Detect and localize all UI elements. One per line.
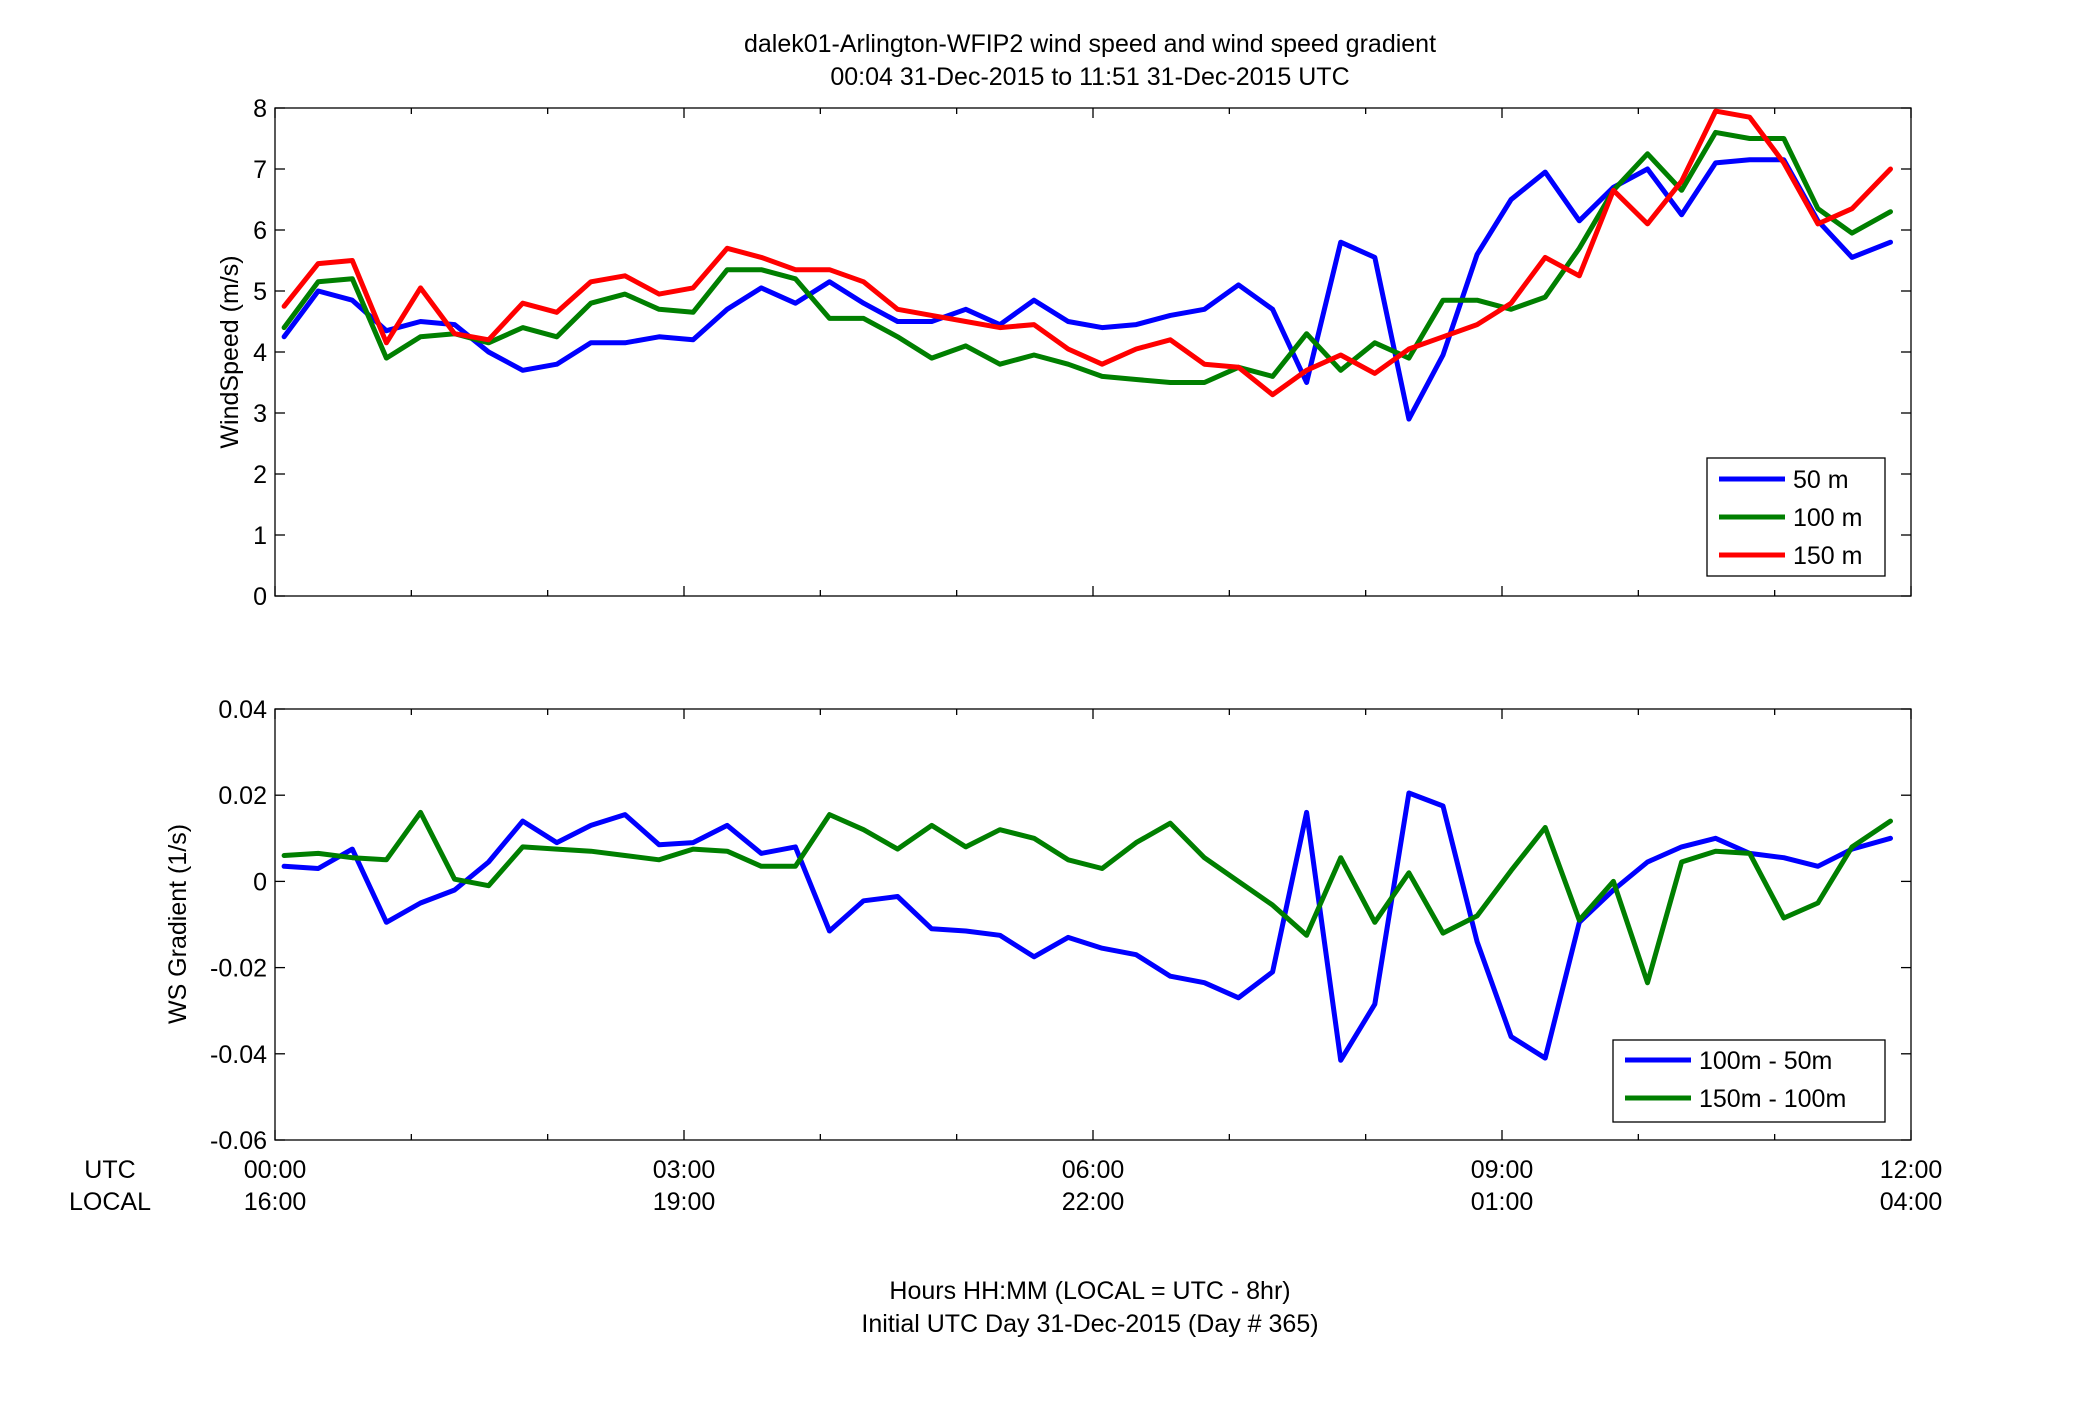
x-axis-label-day: Initial UTC Day 31-Dec-2015 (Day # 365) [861, 1310, 1318, 1338]
windspeed-ytick-label: 0 [253, 583, 267, 611]
windspeed-series-line-1 [281, 129, 1893, 385]
xtick-label-utc: 06:00 [1062, 1156, 1125, 1184]
gradient-legend-box [1612, 1039, 1886, 1123]
xtick-label-local: 01:00 [1471, 1188, 1534, 1216]
xtick-label-local: 04:00 [1880, 1188, 1943, 1216]
local-row-label: LOCAL [69, 1188, 151, 1216]
windspeed-ytick-label: 1 [253, 522, 267, 550]
gradient-legend-entry: 100m - 50m [1699, 1047, 1832, 1075]
gradient-legend: 100m - 50m 150m - 100m [1612, 1039, 1886, 1123]
windspeed-y-axis-label: WindSpeed (m/s) [216, 255, 244, 448]
windspeed-ytick-label: 7 [253, 156, 267, 184]
utc-row-label: UTC [84, 1156, 135, 1184]
gradient-panel: -0.06 -0.04 -0.02 0 0.02 0.04 WS Gradient (1/… [164, 696, 1912, 1155]
gradient-ytick-label: -0.04 [210, 1041, 267, 1069]
chart-title-line-2: 00:04 31-Dec-2015 to 11:51 31-Dec-2015 U… [830, 63, 1349, 91]
gradient-y-axis-label: WS Gradient (1/s) [164, 824, 192, 1024]
x-axis-label: Hours HH:MM (LOCAL = UTC - 8hr) [889, 1277, 1290, 1305]
windspeed-legend-entry: 100 m [1793, 504, 1862, 532]
xtick-label-utc: 00:00 [244, 1156, 307, 1184]
gradient-series-line-1 [281, 809, 1893, 986]
gradient-ytick-label: -0.02 [210, 955, 267, 983]
xtick-label-local: 16:00 [244, 1188, 307, 1216]
gradient-ytick-label: 0 [253, 868, 267, 896]
gradient-ytick-label: 0.04 [218, 696, 267, 724]
windspeed-ytick-label: 4 [253, 339, 267, 367]
windspeed-series-line-0 [281, 157, 1893, 422]
xtick-label-utc: 09:00 [1471, 1156, 1534, 1184]
windspeed-legend-entry: 150 m [1793, 542, 1862, 570]
gradient-series-line-0 [281, 790, 1893, 1063]
xtick-label-local: 19:00 [653, 1188, 716, 1216]
xtick-label-utc: 03:00 [653, 1156, 716, 1184]
windspeed-ytick-label: 3 [253, 400, 267, 428]
gradient-ytick-label: -0.06 [210, 1127, 267, 1155]
windspeed-legend-entry: 50 m [1793, 466, 1849, 494]
windspeed-ytick-label: 5 [253, 278, 267, 306]
windspeed-ytick-label: 8 [253, 95, 267, 123]
chart-title-line-1: dalek01-Arlington-WFIP2 wind speed and w… [744, 30, 1436, 58]
windspeed-ytick-label: 6 [253, 217, 267, 245]
windspeed-ytick-label: 2 [253, 461, 267, 489]
windspeed-series-line-2 [281, 108, 1893, 398]
xtick-label-local: 22:00 [1062, 1188, 1125, 1216]
windspeed-legend: 50 m 100 m 150 m [1706, 457, 1886, 577]
windspeed-plot-frame [274, 107, 1912, 597]
windspeed-panel: 0 1 2 3 4 5 6 7 8 WindSpeed (m/s) 50 m 100 m 150 m [216, 95, 1912, 611]
gradient-ytick-label: 0.02 [218, 782, 267, 810]
gradient-legend-entry: 150m - 100m [1699, 1085, 1846, 1113]
xtick-label-utc: 12:00 [1880, 1156, 1943, 1184]
